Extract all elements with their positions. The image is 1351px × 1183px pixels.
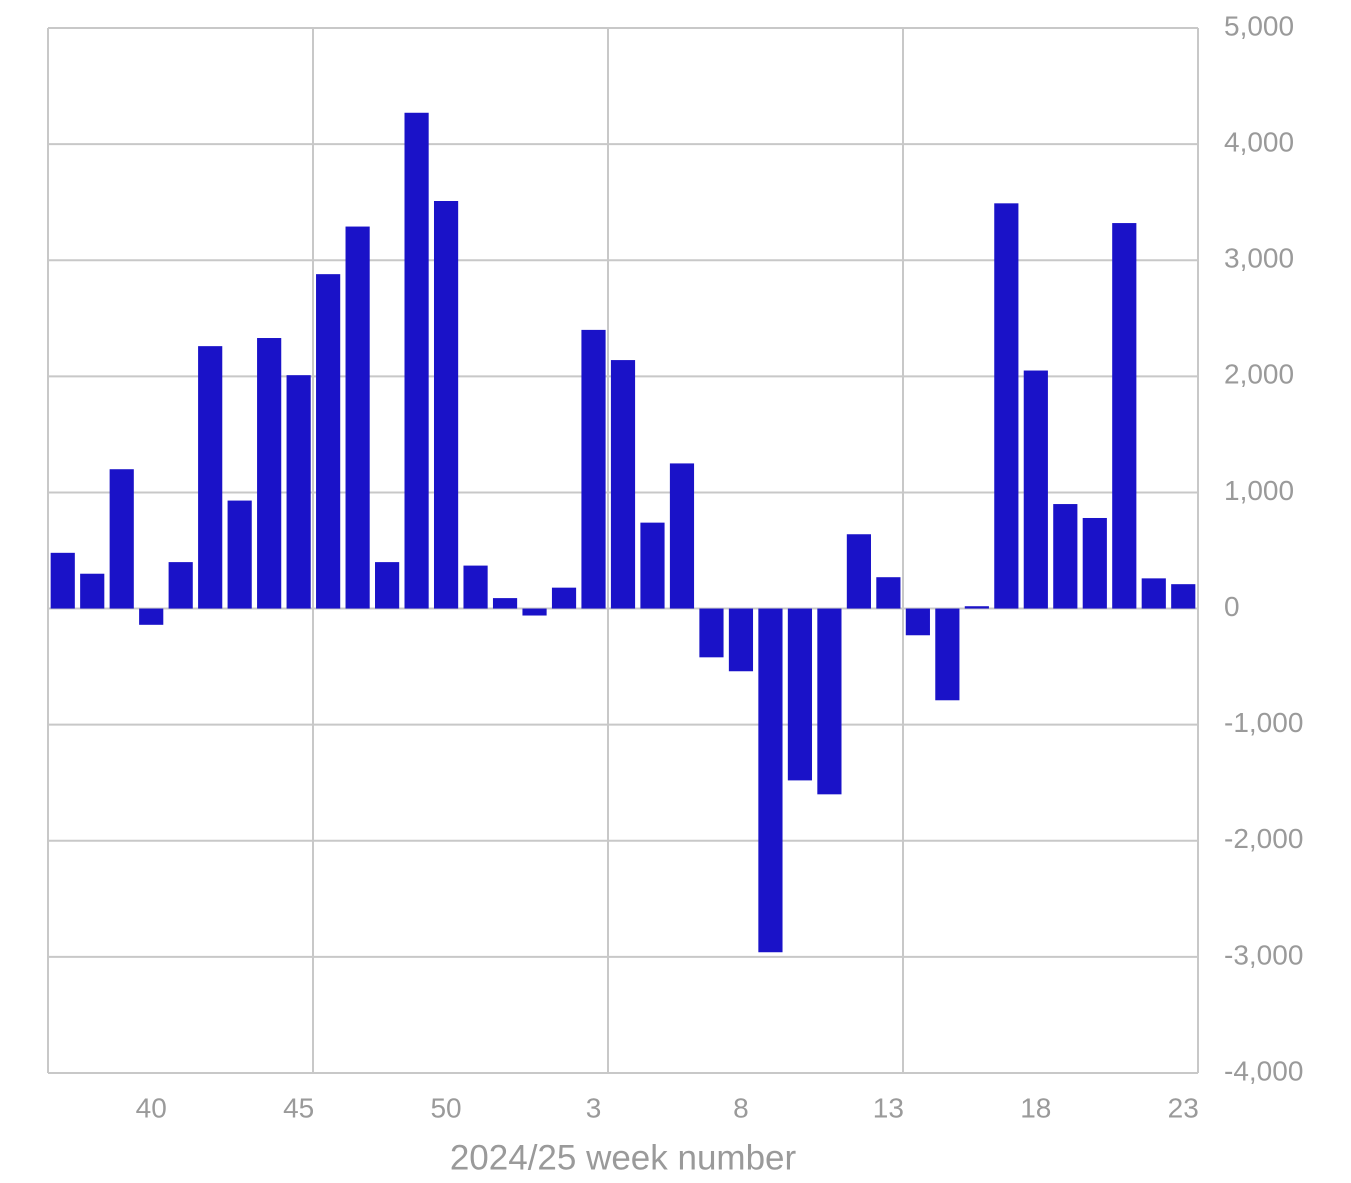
bar <box>433 201 459 609</box>
bar <box>1171 584 1196 609</box>
y-tick-label: -2,000 <box>1224 823 1303 854</box>
bar <box>610 360 636 609</box>
y-tick-label: 3,000 <box>1224 243 1294 274</box>
bar <box>817 608 842 795</box>
bar <box>846 534 871 609</box>
bar <box>1053 504 1078 609</box>
bar <box>1023 370 1048 609</box>
y-tick-label: -4,000 <box>1224 1055 1303 1086</box>
bar <box>168 562 193 609</box>
bar <box>404 112 429 609</box>
x-tick-label: 40 <box>136 1092 167 1123</box>
bar <box>345 226 370 609</box>
x-tick-label: 45 <box>283 1092 314 1123</box>
bar <box>787 608 813 781</box>
bar <box>758 608 783 953</box>
bar <box>375 562 400 609</box>
bar <box>139 608 164 625</box>
x-tick-label: 18 <box>1020 1092 1051 1123</box>
x-axis-title: 2024/25 week number <box>450 1138 797 1177</box>
bar <box>50 552 75 609</box>
y-tick-label: 4,000 <box>1224 127 1294 158</box>
bar <box>316 274 341 609</box>
y-tick-label: 0 <box>1224 591 1240 622</box>
bar <box>640 522 665 609</box>
y-tick-label: 1,000 <box>1224 475 1294 506</box>
bar <box>1112 223 1137 609</box>
bar <box>581 329 606 609</box>
bar <box>964 606 989 609</box>
bar <box>492 598 518 609</box>
y-tick-label: 2,000 <box>1224 359 1294 390</box>
bar <box>669 463 695 609</box>
bar <box>1082 517 1107 609</box>
bar <box>109 469 134 609</box>
y-tick-label: -1,000 <box>1224 707 1303 738</box>
bar <box>80 573 105 609</box>
x-tick-label: 50 <box>430 1092 461 1123</box>
bar <box>198 346 223 609</box>
bar <box>699 608 724 658</box>
bar <box>286 375 311 609</box>
x-tick-label: 23 <box>1168 1092 1199 1123</box>
x-tick-label: 8 <box>733 1092 749 1123</box>
bar <box>905 608 930 636</box>
bar <box>522 608 547 616</box>
bar <box>935 608 960 701</box>
bar <box>257 338 282 609</box>
bar <box>551 587 577 609</box>
bar <box>1141 578 1166 609</box>
bar <box>463 565 488 609</box>
bar <box>227 500 252 609</box>
x-tick-label: 13 <box>873 1092 904 1123</box>
bar <box>994 203 1019 609</box>
y-tick-label: -3,000 <box>1224 939 1303 970</box>
x-tick-label: 3 <box>586 1092 602 1123</box>
bar <box>728 608 754 672</box>
y-tick-label: 5,000 <box>1224 10 1294 41</box>
bar <box>876 577 901 609</box>
